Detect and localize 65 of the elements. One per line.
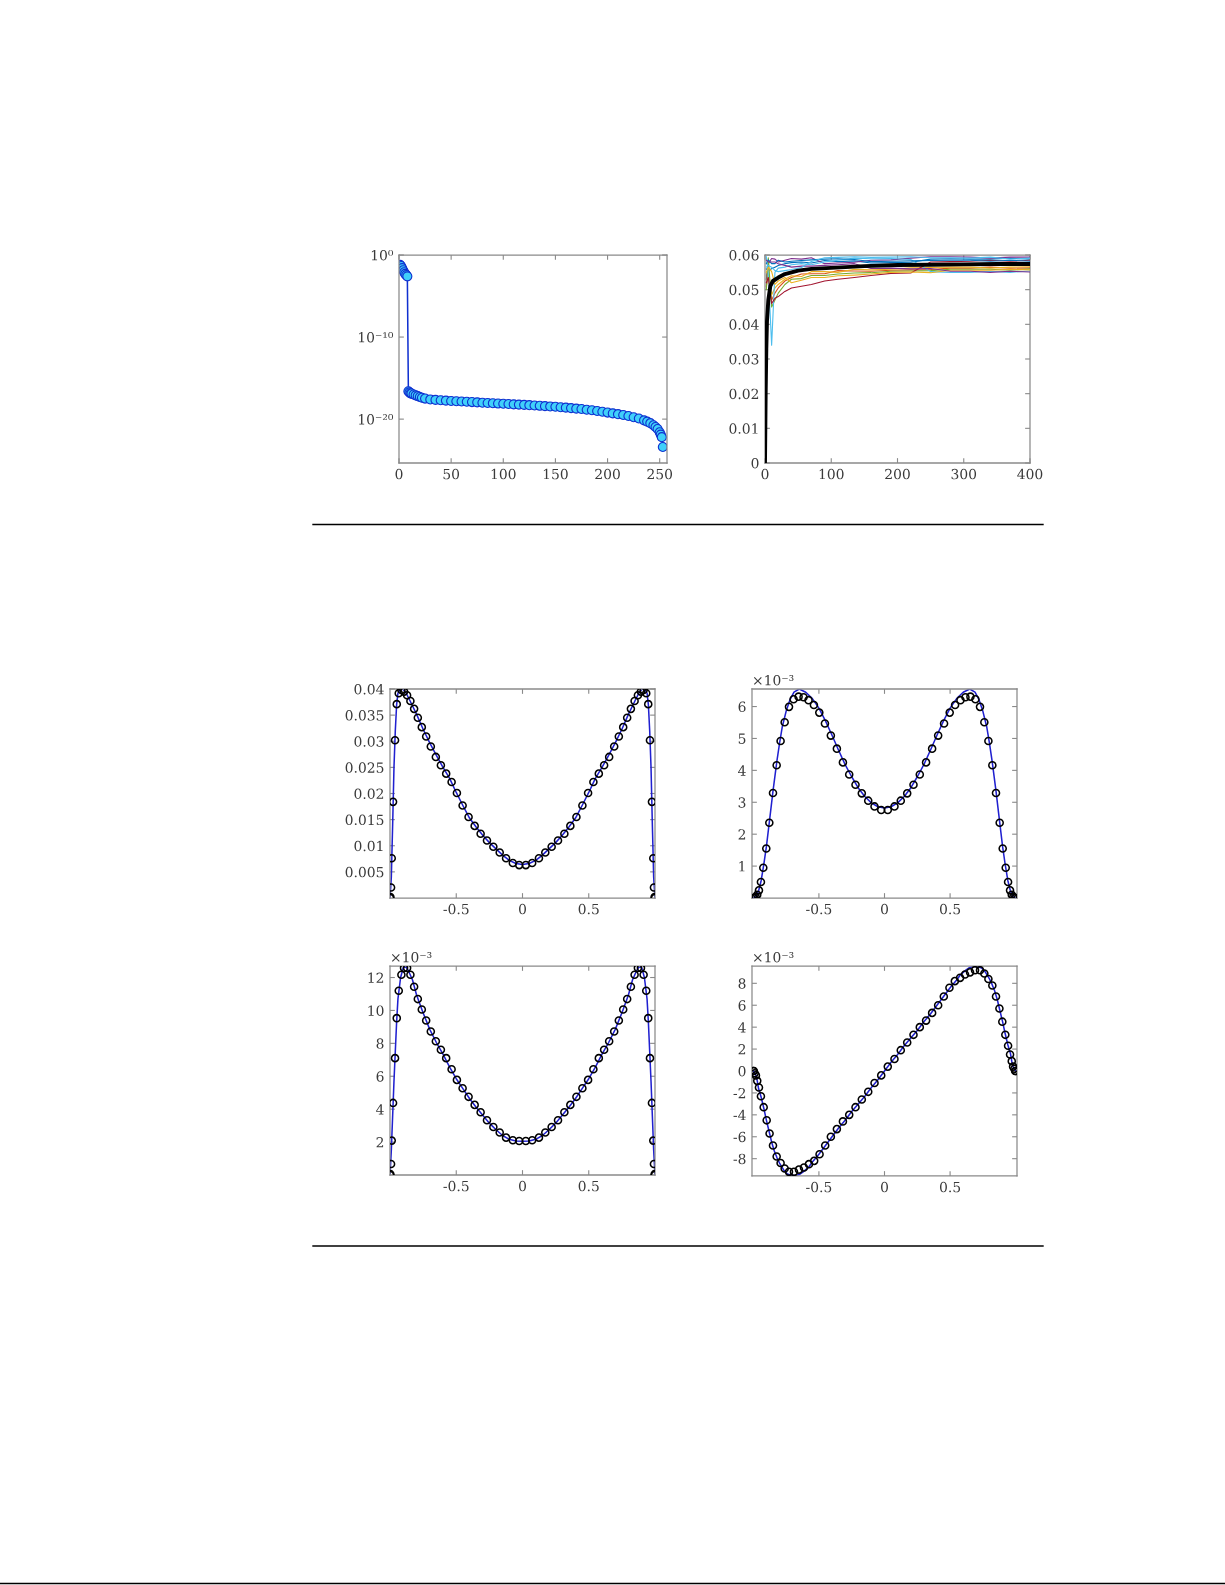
- y-tick-label: -6: [733, 1131, 746, 1143]
- y-tick-label: 0.04: [354, 683, 384, 695]
- x-tick-label: 0.5: [939, 903, 961, 915]
- text: ×10⁻³: [753, 674, 794, 686]
- y-tick-label: 0: [738, 1065, 746, 1077]
- y-tick-label: 2: [738, 829, 746, 840]
- x-tick-label: 300: [951, 468, 977, 480]
- y-tick-label: 0.04: [729, 319, 759, 330]
- y-tick-label: 0.05: [729, 284, 759, 296]
- x-tick-label: 0: [519, 903, 526, 915]
- x-tick-label: 0: [519, 1180, 526, 1192]
- y-tick-label: 10⁻¹⁰: [359, 332, 394, 343]
- x-tick-label: 100: [491, 468, 516, 480]
- x-tick-label: 0.5: [578, 1180, 599, 1192]
- y-tick-label: 10⁰: [371, 249, 394, 261]
- y-tick-label: -2: [733, 1087, 746, 1099]
- y-tick-label: 2: [376, 1137, 384, 1148]
- x-tick-label: -0.5: [443, 903, 469, 915]
- y-tick-label: -8: [733, 1153, 746, 1165]
- y-tick-label: 1: [739, 861, 745, 872]
- x-tick-label: 0: [761, 468, 769, 480]
- x-tick-label: 100: [819, 468, 844, 480]
- x-tick-label: 200: [885, 468, 910, 480]
- y-tick-label: 0.01: [729, 423, 758, 434]
- y-tick-label: 2: [738, 1044, 746, 1055]
- y-tick-label: 8: [376, 1038, 384, 1049]
- x-tick-label: 0: [881, 1181, 888, 1193]
- x-tick-label: 150: [543, 468, 568, 480]
- y-tick-label: 10: [368, 1005, 384, 1016]
- x-tick-label: 200: [595, 468, 620, 480]
- y-tick-label: 4: [738, 765, 746, 776]
- x-tick-label: -0.5: [443, 1180, 469, 1192]
- x-tick-label: 0.5: [578, 903, 599, 915]
- y-tick-label: 6: [376, 1071, 384, 1082]
- y-tick-label: 4: [738, 1022, 746, 1033]
- y-tick-label: -4: [733, 1109, 746, 1121]
- y-tick-label: 0.06: [729, 249, 759, 261]
- y-tick-label: 5: [738, 733, 746, 744]
- y-tick-label: 0.005: [345, 866, 384, 878]
- y-tick-label: 0.015: [345, 814, 384, 826]
- x-tick-label: 250: [647, 468, 673, 480]
- y-tick-label: 4: [376, 1104, 384, 1115]
- y-tick-label: 0.03: [354, 736, 384, 747]
- y-tick-label: 6: [738, 1000, 746, 1011]
- text: ×10⁻³: [753, 951, 794, 963]
- x-tick-label: 50: [443, 468, 460, 480]
- y-tick-label: 12: [368, 972, 384, 983]
- y-tick-label: 0: [751, 457, 759, 469]
- x-tick-label: 0.5: [939, 1181, 961, 1193]
- x-tick-label: -0.5: [806, 903, 832, 915]
- y-tick-label: 0.035: [345, 710, 384, 721]
- x-tick-label: 0: [881, 903, 888, 915]
- y-tick-label: 0.02: [354, 788, 384, 799]
- y-tick-label: 0.03: [729, 353, 759, 365]
- y-tick-label: 0.02: [729, 388, 759, 400]
- y-tick-label: 8: [738, 978, 746, 989]
- x-tick-label: 400: [1017, 468, 1043, 480]
- y-tick-label: 0.025: [345, 762, 384, 773]
- x-tick-label: -0.5: [806, 1181, 832, 1193]
- y-tick-label: 3: [738, 797, 746, 808]
- x-tick-label: 0: [395, 468, 403, 480]
- y-tick-label: 10⁻²⁰: [359, 414, 394, 425]
- y-tick-label: 0.01: [354, 840, 383, 852]
- y-tick-label: 6: [738, 701, 746, 713]
- text: ×10⁻³: [391, 951, 432, 963]
